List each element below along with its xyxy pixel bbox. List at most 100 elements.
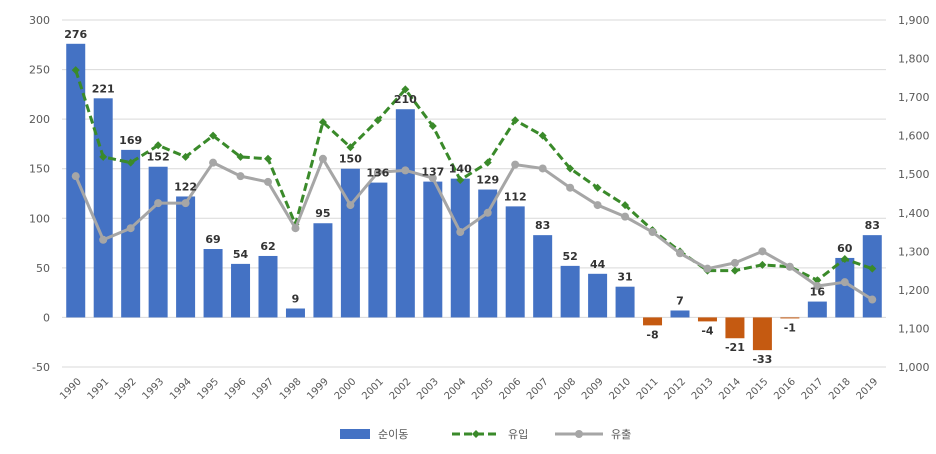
bar-data-label: -33 bbox=[752, 353, 772, 366]
outflow-point bbox=[538, 164, 547, 173]
bar-net-migration bbox=[697, 317, 717, 322]
inflow-point bbox=[126, 158, 135, 167]
outflow-point bbox=[648, 228, 657, 237]
bar-data-label: 7 bbox=[676, 294, 684, 307]
y-left-tick-label: 300 bbox=[29, 14, 50, 27]
bar-net-migration bbox=[285, 308, 305, 318]
outflow-point bbox=[785, 262, 794, 271]
bar-data-label: 210 bbox=[394, 93, 417, 106]
bar-net-migration bbox=[450, 178, 470, 318]
bar-net-migration bbox=[66, 43, 86, 318]
legend-label-outflow: 유출 bbox=[611, 428, 631, 441]
legend-label-net-migration: 순이동 bbox=[378, 428, 408, 441]
inflow-point bbox=[71, 66, 80, 75]
y-left-tick-label: -50 bbox=[32, 361, 50, 374]
inflow-point bbox=[318, 118, 327, 127]
bar-net-migration bbox=[725, 317, 745, 339]
y-left-tick-label: 200 bbox=[29, 113, 50, 126]
inflow-point bbox=[401, 85, 410, 94]
bar-data-label: 122 bbox=[174, 180, 197, 193]
inflow-point bbox=[346, 143, 355, 152]
bar-data-label: 221 bbox=[92, 82, 115, 95]
bar-net-migration bbox=[258, 255, 278, 318]
outflow-point bbox=[264, 177, 272, 186]
bar-net-migration bbox=[368, 182, 388, 318]
x-tick-label: 2004 bbox=[443, 376, 469, 402]
bar-net-migration bbox=[121, 149, 141, 318]
x-tick-label: 2002 bbox=[388, 376, 414, 402]
y-right-tick-label: 1,500 bbox=[898, 168, 930, 181]
bar-net-migration bbox=[176, 196, 196, 318]
bar-data-label: -1 bbox=[784, 321, 796, 334]
inflow-point bbox=[99, 152, 108, 161]
bar-net-migration bbox=[231, 263, 251, 318]
x-tick-label: 2006 bbox=[498, 376, 524, 402]
x-tick-label: 1999 bbox=[305, 376, 331, 402]
outflow-point bbox=[703, 264, 712, 273]
bar-data-label: 62 bbox=[260, 240, 275, 253]
inflow-point bbox=[511, 116, 520, 125]
outflow-point bbox=[511, 160, 520, 169]
bar-net-migration bbox=[93, 98, 113, 318]
bar-data-label: 52 bbox=[562, 250, 577, 263]
y-right-tick-label: 1,400 bbox=[898, 207, 930, 220]
x-tick-label: 2016 bbox=[772, 376, 798, 402]
y-right-tick-label: 1,600 bbox=[898, 130, 930, 143]
bar-data-label: -21 bbox=[725, 341, 745, 354]
y-left-tick-label: 150 bbox=[29, 163, 50, 176]
outflow-point bbox=[236, 172, 245, 181]
bar-net-migration bbox=[862, 235, 882, 318]
x-tick-label: 1997 bbox=[250, 376, 276, 402]
x-tick-label: 2012 bbox=[662, 376, 688, 402]
legend-marker-inflow bbox=[472, 430, 480, 438]
inflow-point bbox=[209, 131, 218, 140]
bar-net-migration bbox=[643, 317, 663, 326]
x-tick-label: 2001 bbox=[360, 376, 386, 402]
y-right-tick-label: 1,300 bbox=[898, 245, 930, 258]
bar-net-migration bbox=[313, 223, 333, 318]
bar-net-migration bbox=[835, 257, 855, 318]
inflow-point bbox=[181, 152, 190, 161]
inflow-point bbox=[456, 176, 465, 185]
outflow-point bbox=[126, 224, 135, 233]
outflow-point bbox=[456, 228, 465, 237]
bar-data-label: -8 bbox=[646, 328, 658, 341]
y-right-tick-label: 1,700 bbox=[898, 91, 930, 104]
x-tick-label: 1996 bbox=[223, 376, 249, 402]
bar-data-label: 276 bbox=[64, 28, 87, 41]
outflow-point bbox=[621, 212, 630, 221]
bar-net-migration bbox=[780, 317, 800, 319]
bar-data-label: 150 bbox=[339, 153, 362, 166]
outflow-point bbox=[154, 199, 163, 208]
outflow-point bbox=[730, 258, 739, 267]
outflow-point bbox=[868, 295, 877, 304]
x-tick-label: 2008 bbox=[552, 376, 578, 402]
outflow-point bbox=[483, 208, 492, 217]
bar-data-label: 16 bbox=[810, 286, 826, 299]
outflow-point bbox=[840, 278, 849, 287]
inflow-point bbox=[621, 201, 630, 210]
inflow-point bbox=[538, 131, 547, 140]
outflow-point bbox=[181, 199, 190, 208]
inflow-point bbox=[483, 158, 492, 167]
bar-data-label: 54 bbox=[233, 248, 249, 261]
x-tick-label: 1994 bbox=[168, 376, 194, 402]
y-right-tick-label: 1,100 bbox=[898, 322, 930, 335]
y-left-tick-label: 100 bbox=[29, 212, 50, 225]
bar-data-label: 83 bbox=[865, 219, 880, 232]
bar-data-label: -4 bbox=[701, 324, 714, 337]
inflow-point bbox=[373, 116, 382, 125]
inflow-point bbox=[593, 183, 602, 192]
x-tick-label: 2000 bbox=[333, 376, 359, 402]
x-tick-label: 2014 bbox=[717, 376, 743, 402]
y-right-tick-label: 1,800 bbox=[898, 53, 930, 66]
bar-data-label: 140 bbox=[449, 163, 472, 176]
bar-net-migration bbox=[588, 273, 608, 318]
bar-data-label: 9 bbox=[292, 293, 300, 306]
outflow-point bbox=[593, 201, 602, 210]
x-tick-label: 1990 bbox=[58, 376, 84, 402]
legend-marker-outflow bbox=[575, 430, 583, 438]
bar-net-migration bbox=[395, 109, 415, 318]
x-tick-label: 2009 bbox=[580, 376, 606, 402]
bar-net-migration bbox=[615, 286, 635, 318]
